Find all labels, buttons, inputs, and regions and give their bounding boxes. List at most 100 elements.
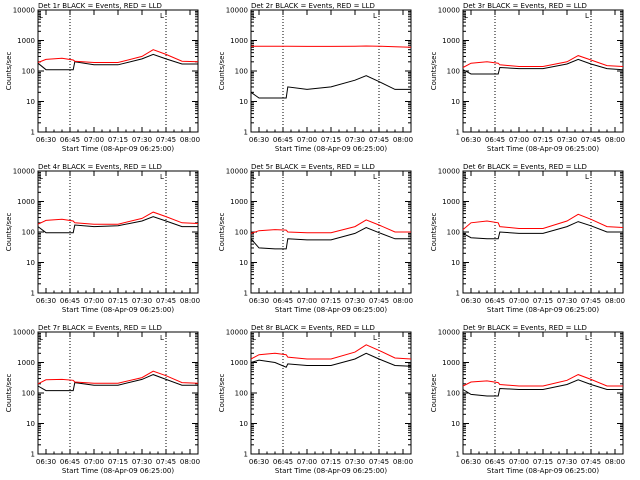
y-tick-label: 10000 bbox=[13, 329, 35, 337]
corner-mark: L bbox=[160, 12, 164, 20]
y-tick-label: 10 bbox=[451, 98, 460, 106]
x-tick-label: 07:45 bbox=[369, 458, 389, 466]
corner-mark: L bbox=[373, 12, 377, 20]
y-tick-label: 1000 bbox=[442, 359, 460, 367]
y-tick-label: 10 bbox=[451, 420, 460, 428]
x-tick-label: 07:00 bbox=[297, 136, 317, 144]
panel-title: Det 6r BLACK = Events, RED = LLD bbox=[463, 163, 587, 171]
x-tick-label: 08:00 bbox=[393, 458, 413, 466]
events-series-line bbox=[462, 58, 624, 75]
corner-mark: L bbox=[585, 173, 589, 181]
y-tick-label: 100 bbox=[22, 68, 35, 76]
y-tick-label: 10000 bbox=[226, 7, 248, 15]
y-tick-label: 1000 bbox=[17, 37, 35, 45]
x-tick-label: 06:45 bbox=[60, 136, 80, 144]
x-tick-label: 07:00 bbox=[509, 458, 529, 466]
x-tick-label: 07:30 bbox=[557, 136, 577, 144]
panel-title: Det 3r BLACK = Events, RED = LLD bbox=[463, 2, 587, 10]
x-tick-label: 07:45 bbox=[156, 297, 176, 305]
y-axis-label: Counts/sec bbox=[218, 213, 226, 252]
lld-series-line bbox=[462, 213, 624, 230]
y-tick-label: 1000 bbox=[230, 198, 248, 206]
x-tick-label: 06:45 bbox=[60, 458, 80, 466]
y-axis-label: Counts/sec bbox=[430, 213, 438, 252]
y-tick-label: 10000 bbox=[13, 7, 35, 15]
x-tick-label: 07:15 bbox=[321, 297, 341, 305]
y-tick-label: 100 bbox=[447, 390, 460, 398]
x-tick-label: 07:15 bbox=[321, 136, 341, 144]
corner-mark: L bbox=[252, 173, 256, 181]
plot-frame bbox=[250, 170, 412, 294]
corner-mark: L bbox=[373, 334, 377, 342]
x-tick-label: 07:00 bbox=[84, 136, 104, 144]
y-tick-label: 1 bbox=[456, 290, 460, 298]
y-axis-label: Counts/sec bbox=[5, 374, 13, 413]
x-tick-label: 07:15 bbox=[533, 458, 553, 466]
plot-frame bbox=[250, 9, 412, 133]
corner-mark: L bbox=[39, 334, 43, 342]
x-axis-label: Start Time (08-Apr-09 06:25:00) bbox=[62, 306, 174, 314]
x-axis-label: Start Time (08-Apr-09 06:25:00) bbox=[62, 145, 174, 153]
x-tick-label: 06:30 bbox=[36, 458, 56, 466]
y-tick-label: 1000 bbox=[442, 37, 460, 45]
corner-mark: L bbox=[160, 334, 164, 342]
x-axis-label: Start Time (08-Apr-09 06:25:00) bbox=[275, 306, 387, 314]
y-tick-label: 100 bbox=[235, 390, 248, 398]
lld-series-line bbox=[251, 45, 412, 48]
events-series-line bbox=[462, 221, 623, 240]
detector-panel: Det 3r BLACK = Events, RED = LLD L L 1 10 100… bbox=[430, 2, 625, 153]
corner-mark: L bbox=[160, 173, 164, 181]
x-tick-label: 06:30 bbox=[461, 297, 481, 305]
corner-mark: L bbox=[39, 173, 43, 181]
x-tick-label: 06:45 bbox=[273, 458, 293, 466]
x-tick-label: 07:00 bbox=[509, 136, 529, 144]
y-axis-label: Counts/sec bbox=[430, 374, 438, 413]
x-tick-label: 06:30 bbox=[461, 136, 481, 144]
y-tick-label: 10000 bbox=[226, 168, 248, 176]
detector-panel: Det 1r BLACK = Events, RED = LLD L L 1 10 100… bbox=[5, 2, 200, 153]
x-tick-label: 06:30 bbox=[36, 136, 56, 144]
x-tick-label: 07:45 bbox=[581, 458, 601, 466]
lld-series-line bbox=[250, 219, 411, 234]
y-tick-label: 1 bbox=[244, 451, 248, 459]
x-tick-label: 07:15 bbox=[108, 458, 128, 466]
x-tick-label: 06:45 bbox=[273, 136, 293, 144]
panel-title: Det 2r BLACK = Events, RED = LLD bbox=[251, 2, 375, 10]
detector-panel: Det 8r BLACK = Events, RED = LLD L L 1 10 100… bbox=[218, 324, 413, 475]
corner-mark: L bbox=[373, 173, 377, 181]
y-tick-label: 100 bbox=[22, 390, 35, 398]
x-tick-label: 08:00 bbox=[180, 136, 200, 144]
detector-panel: Det 7r BLACK = Events, RED = LLD L L 1 10 100… bbox=[5, 324, 200, 475]
y-tick-label: 1 bbox=[244, 290, 248, 298]
x-tick-label: 07:30 bbox=[132, 297, 152, 305]
y-tick-label: 10000 bbox=[438, 329, 460, 337]
x-tick-label: 07:45 bbox=[581, 297, 601, 305]
corner-mark: L bbox=[464, 334, 468, 342]
y-tick-label: 1 bbox=[31, 290, 35, 298]
events-series-line bbox=[250, 226, 411, 250]
y-tick-label: 1 bbox=[31, 451, 35, 459]
events-series-line bbox=[37, 53, 198, 71]
x-tick-label: 07:00 bbox=[84, 458, 104, 466]
x-tick-label: 07:15 bbox=[108, 297, 128, 305]
y-tick-label: 1000 bbox=[230, 359, 248, 367]
x-tick-label: 08:00 bbox=[605, 136, 625, 144]
panel-title: Det 4r BLACK = Events, RED = LLD bbox=[38, 163, 162, 171]
y-tick-label: 1 bbox=[456, 129, 460, 137]
x-axis-label: Start Time (08-Apr-09 06:25:00) bbox=[62, 467, 174, 475]
x-tick-label: 06:30 bbox=[249, 297, 269, 305]
y-tick-label: 10 bbox=[26, 420, 35, 428]
y-axis-label: Counts/sec bbox=[430, 52, 438, 91]
y-tick-label: 100 bbox=[447, 68, 460, 76]
detector-panel: Det 5r BLACK = Events, RED = LLD L L 1 10 100… bbox=[218, 163, 413, 314]
x-tick-label: 08:00 bbox=[180, 297, 200, 305]
y-tick-label: 10000 bbox=[13, 168, 35, 176]
events-series-line bbox=[462, 379, 623, 397]
lld-series-line bbox=[462, 55, 624, 68]
detector-panel: Det 9r BLACK = Events, RED = LLD L L 1 10 100… bbox=[430, 324, 625, 475]
corner-mark: L bbox=[464, 173, 468, 181]
plot-frame bbox=[462, 170, 624, 294]
y-tick-label: 10 bbox=[239, 259, 248, 267]
panel-title: Det 5r BLACK = Events, RED = LLD bbox=[251, 163, 375, 171]
